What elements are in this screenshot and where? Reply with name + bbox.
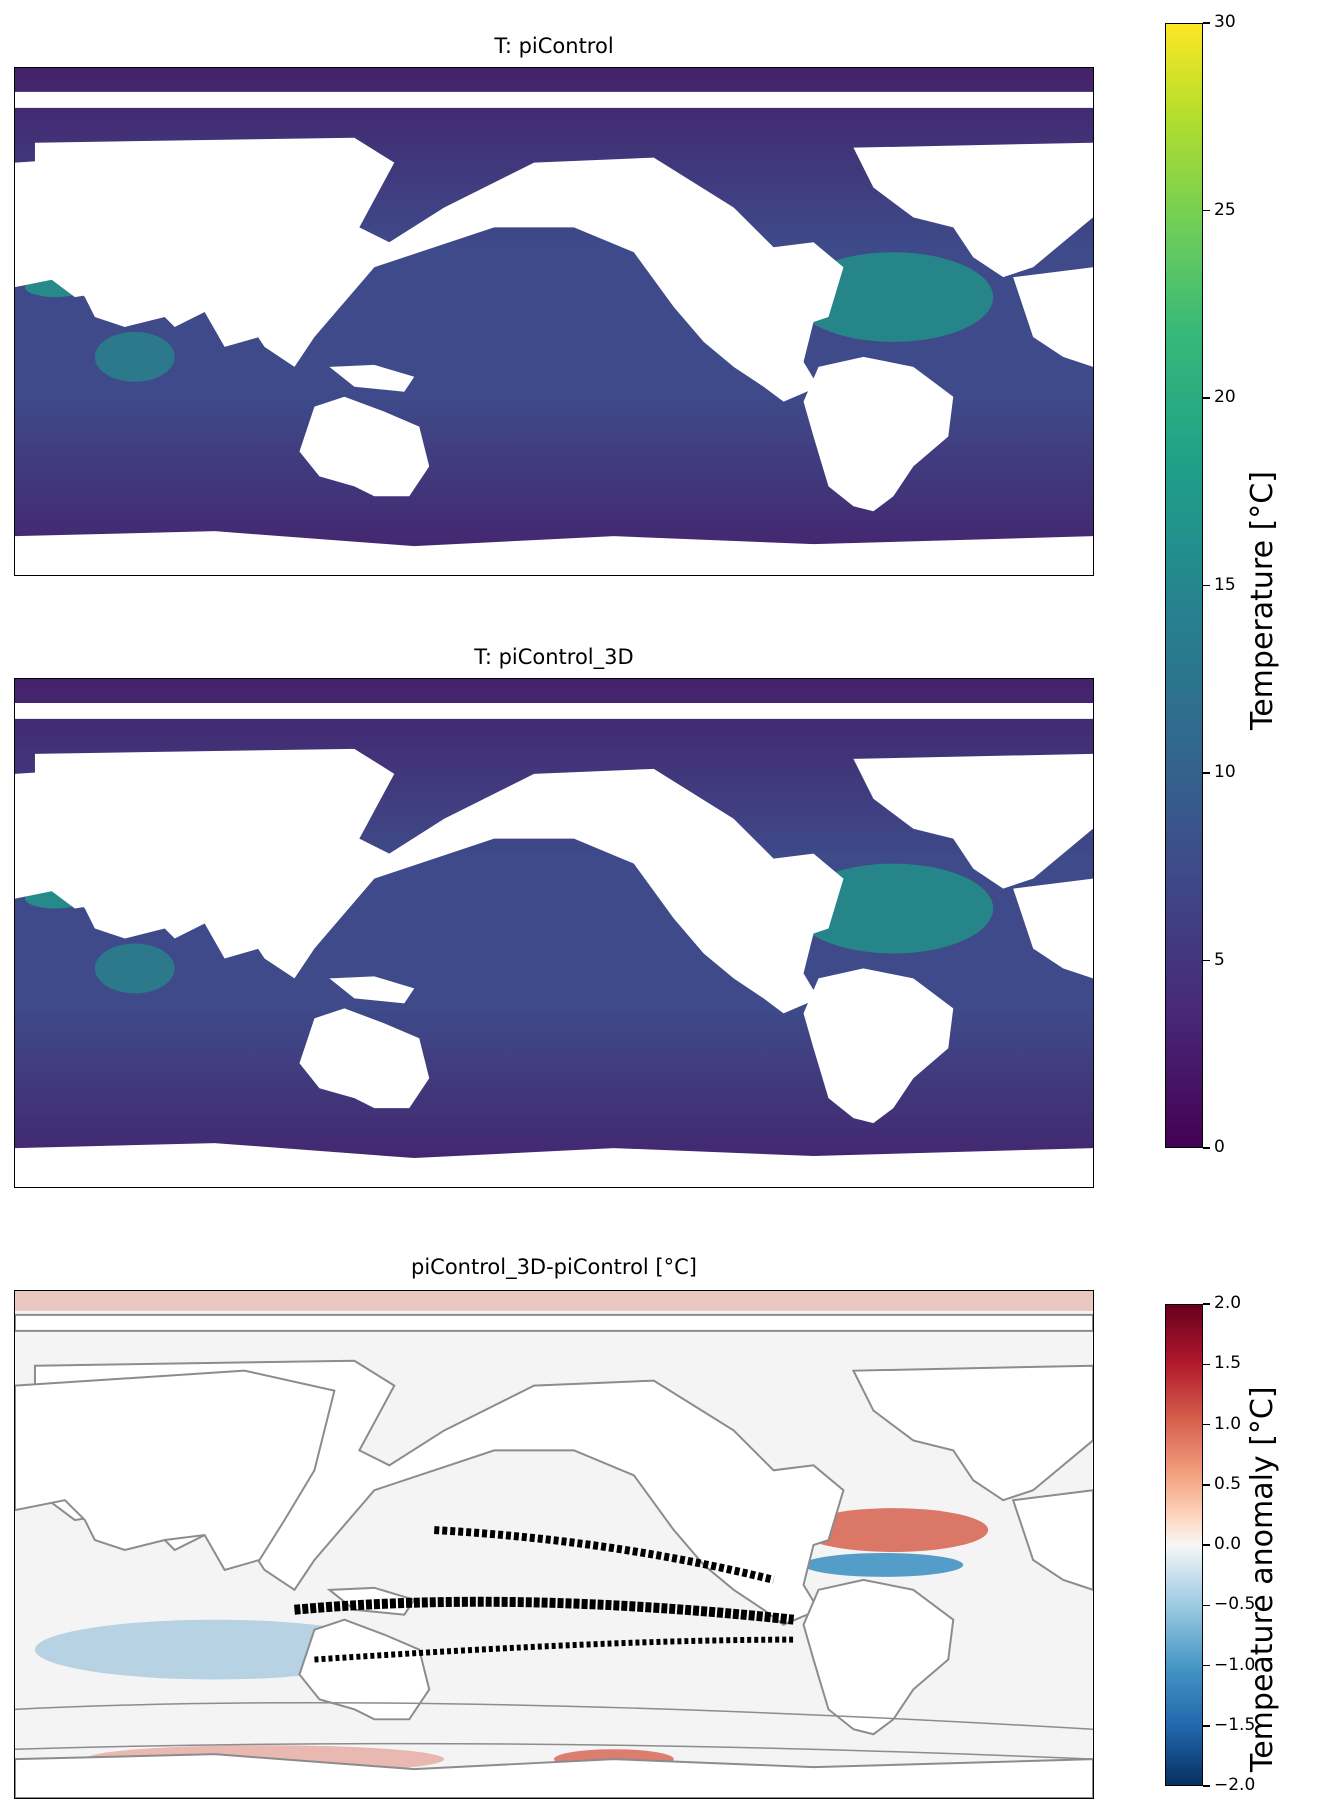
- anomaly-colorbar-label: Tempeature anomaly [°C]: [1245, 1386, 1280, 1772]
- temperature-colorbar-tick-mark: [1203, 397, 1210, 399]
- south-america-land: [803, 968, 954, 1124]
- temperature-colorbar-tick-label: 20: [1214, 387, 1236, 407]
- australia-land: [299, 1008, 430, 1109]
- temperature-colorbar-label: Temperature [°C]: [1245, 471, 1280, 730]
- gulf-stream-warm-region: [793, 252, 994, 342]
- gulf-stream-warm-region: [793, 863, 994, 954]
- temperature-colorbar-tick-mark: [1203, 1147, 1210, 1149]
- red-sea-warm-region: [94, 943, 175, 994]
- anomaly-colorbar-tick-label: −1.5: [1214, 1714, 1256, 1735]
- eurasia-land: [15, 758, 335, 959]
- temperature-colorbar-tick-label: 25: [1214, 199, 1236, 220]
- anomaly-colorbar-tick-label: 2.0: [1214, 1293, 1242, 1313]
- anomaly-colorbar-tick-mark: [1203, 1484, 1210, 1486]
- north-pacific-stipple-band: [434, 1526, 775, 1584]
- panel3-map: [14, 1290, 1094, 1799]
- antarctica-land: [15, 1143, 1093, 1187]
- bathymetry-contour: [15, 1742, 1093, 1760]
- panel2-title: T: piControl_3D: [474, 645, 634, 669]
- panel1-map: [14, 67, 1094, 576]
- australia-land-outline: [298, 1618, 431, 1721]
- southern-tropics-stipple-band: [314, 1636, 794, 1663]
- greenland-land: [853, 753, 1093, 889]
- anomaly-colorbar-tick-label: −1.0: [1214, 1654, 1256, 1675]
- anomaly-colorbar-tick-label: 0.5: [1214, 1473, 1242, 1494]
- africa-east-land-outline: [1011, 1489, 1093, 1591]
- anomaly-colorbar-tick-mark: [1203, 1664, 1210, 1667]
- anomaly-colorbar-tick-mark: [1203, 1544, 1210, 1546]
- maritime-continent-land: [329, 364, 415, 392]
- bathymetry-contour: [15, 1701, 1093, 1731]
- temperature-colorbar-tick-label: 15: [1214, 574, 1236, 595]
- africa-east-land: [1013, 267, 1093, 367]
- gulf-stream-negative-anomaly: [803, 1552, 964, 1577]
- arctic-land: [15, 91, 1093, 108]
- eurasia-land: [15, 147, 335, 347]
- anomaly-colorbar-tick-label: 0.0: [1214, 1534, 1242, 1554]
- anomaly-colorbar-tick-mark: [1203, 1423, 1210, 1426]
- red-sea-warm-region: [94, 331, 175, 382]
- equatorial-stipple-band: [294, 1596, 795, 1625]
- temperature-colorbar-tick-mark: [1203, 22, 1210, 24]
- arctic-positive-anomaly: [15, 1291, 1093, 1311]
- maritime-continent-land: [329, 976, 415, 1004]
- eurasia-land-outline: [15, 1369, 336, 1572]
- south-america-land-outline: [802, 1578, 955, 1736]
- arctic-land: [15, 702, 1093, 719]
- south-america-land: [803, 356, 954, 512]
- africa-east-land: [1013, 878, 1093, 979]
- temperature-colorbar-tick-label: 5: [1214, 949, 1225, 970]
- anomaly-colorbar-tick-label: −0.5: [1214, 1594, 1256, 1615]
- australia-land: [299, 396, 430, 497]
- greenland-land: [853, 142, 1093, 278]
- temperature-colorbar-tick-mark: [1203, 209, 1210, 212]
- temperature-colorbar-tick-mark: [1203, 584, 1210, 587]
- temperature-colorbar-tick-mark: [1203, 959, 1210, 962]
- gulf-stream-positive-anomaly: [798, 1508, 989, 1552]
- antarctica-land-outline: [15, 1753, 1093, 1798]
- anomaly-colorbar-tick-label: −2.0: [1214, 1775, 1256, 1795]
- anomaly-colorbar-tick-label: 1.5: [1214, 1353, 1242, 1374]
- arctic-land-outline: [15, 1313, 1093, 1332]
- panel2-map: [14, 678, 1094, 1188]
- anomaly-colorbar-tick-mark: [1203, 1785, 1210, 1787]
- panel3-title: piControl_3D-piControl [°C]: [411, 1255, 697, 1279]
- anomaly-colorbar-tick-mark: [1203, 1604, 1210, 1606]
- anomaly-colorbar-tick-label: 1.0: [1214, 1413, 1242, 1434]
- panel1-title: T: piControl: [494, 34, 614, 58]
- temperature-colorbar-tick-label: 30: [1214, 12, 1236, 32]
- anomaly-colorbar-tick-mark: [1203, 1725, 1210, 1727]
- anomaly-colorbar: [1165, 1304, 1203, 1786]
- temperature-colorbar-tick-label: 0: [1214, 1137, 1225, 1157]
- anomaly-colorbar-tick-mark: [1203, 1363, 1210, 1365]
- greenland-land-outline: [851, 1364, 1093, 1502]
- temperature-colorbar-tick-mark: [1203, 772, 1210, 774]
- temperature-colorbar: [1165, 23, 1203, 1148]
- anomaly-colorbar-tick-mark: [1203, 1303, 1210, 1305]
- antarctica-land: [15, 531, 1093, 575]
- temperature-colorbar-tick-label: 10: [1214, 762, 1236, 782]
